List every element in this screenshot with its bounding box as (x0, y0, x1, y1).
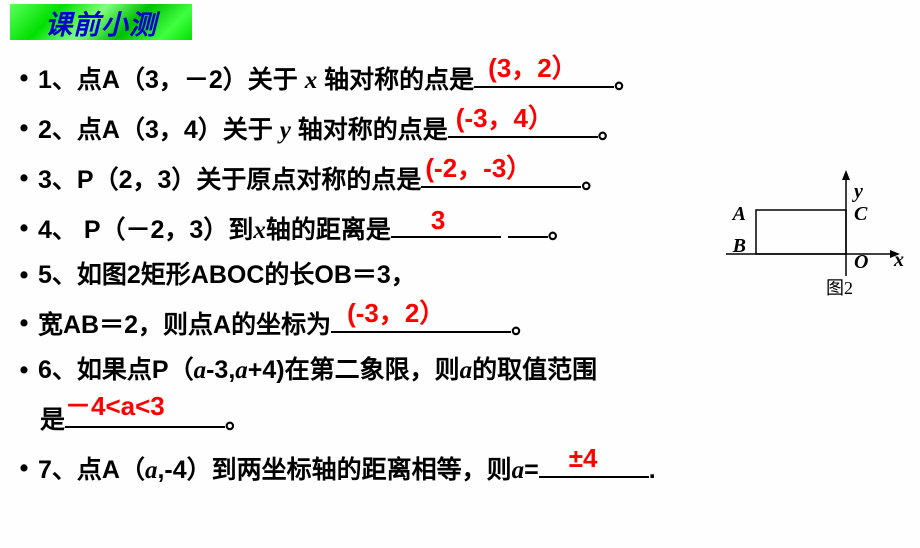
q5b-blank: (-3，2） (331, 303, 511, 333)
question-6b: 是－4<a<3。 (10, 398, 910, 438)
q4-var: x (253, 217, 266, 244)
q6a-post: 的取值范围 (472, 356, 597, 384)
q2-var: y (280, 117, 291, 144)
question-1: • 1、点A（3，－2）关于 x 轴对称的点是(3，2）。 (10, 58, 910, 98)
q4-tail: 。 (548, 216, 573, 244)
q2-period: 。 (598, 116, 623, 144)
q6a-var2: a (235, 357, 248, 384)
q5b-pre: 宽AB＝2，则点A的坐标为 (38, 311, 331, 339)
q1-text: 1、点A（3，－2）关于 x 轴对称的点是(3，2）。 (38, 58, 639, 98)
q5b-period: 。 (511, 311, 536, 339)
bullet-icon: • (10, 353, 38, 388)
q7-answer: ±4 (569, 440, 598, 476)
question-5b: • 宽AB＝2，则点A的坐标为(-3，2）。 (10, 303, 910, 343)
q1-var: x (305, 67, 318, 94)
page-title: 课前小测 (45, 3, 157, 42)
q7-post: = (524, 456, 539, 484)
q4-blank1: 3 (391, 208, 501, 238)
q7-var1: a (145, 457, 158, 484)
q6b-answer: －4<a<3 (65, 388, 165, 424)
question-2: • 2、点A（3，4）关于 y 轴对称的点是(-3，4）。 (10, 108, 910, 148)
q4-blank2 (508, 208, 548, 238)
q7-mid: ,-4）到两坐标轴的距离相等，则 (157, 456, 511, 484)
q1-blank: (3，2） (474, 58, 614, 88)
q6a-var1: a (194, 357, 207, 384)
q3-text: 3、P（2，3）关于原点对称的点是(-2，-3）。 (38, 158, 606, 198)
question-7: • 7、点A（a,-4）到两坐标轴的距离相等，则a=±4. (10, 448, 910, 488)
q6a-text: 6、如果点P（a-3,a+4)在第二象限，则a的取值范围 (38, 353, 597, 388)
q7-pre: 7、点A（ (38, 456, 145, 484)
q7-var2: a (512, 457, 525, 484)
question-6a: • 6、如果点P（a-3,a+4)在第二象限，则a的取值范围 (10, 353, 910, 388)
bullet-icon: • (10, 451, 38, 486)
q4-answer: 3 (431, 202, 445, 238)
q5a-text: 5、如图2矩形ABOC的长OB＝3， (38, 258, 416, 293)
q7-blank: ±4 (539, 448, 649, 478)
title-box: 课前小测 (10, 4, 192, 40)
q6b-period: 。 (225, 406, 250, 434)
point-C: C (854, 203, 868, 225)
q3-period: 。 (581, 166, 606, 194)
q2-pre: 2、点A（3，4）关于 (38, 116, 280, 144)
bullet-icon: • (10, 161, 38, 196)
figure-caption: 图2 (826, 278, 853, 298)
q6b-blank: －4<a<3 (65, 398, 225, 428)
q1-period: 。 (614, 66, 639, 94)
q1-pre: 1、点A（3，－2）关于 (38, 66, 305, 94)
point-B: B (732, 235, 746, 257)
q2-blank: (-3，4） (448, 108, 598, 138)
q1-answer: (3，2） (488, 50, 578, 86)
q6a-mid1: -3, (206, 356, 235, 384)
q2-post: 轴对称的点是 (291, 116, 448, 144)
q7-period: . (649, 456, 656, 484)
bullet-icon: • (10, 111, 38, 146)
q2-answer: (-3，4） (456, 100, 554, 136)
q6b-text: 是－4<a<3。 (40, 398, 250, 438)
bullet-icon: • (10, 211, 38, 246)
q3-pre: 3、P（2，3）关于原点对称的点是 (38, 166, 421, 194)
q4-post: 轴的距离是 (266, 216, 391, 244)
bullet-icon: • (10, 258, 38, 293)
q6a-pre: 6、如果点P（ (38, 356, 194, 384)
q6a-mid2: +4)在第二象限，则 (248, 356, 460, 384)
q5b-answer: (-3，2） (347, 295, 445, 331)
bullet-icon: • (10, 306, 38, 341)
q2-text: 2、点A（3，4）关于 y 轴对称的点是(-3，4）。 (38, 108, 623, 148)
q3-blank: (-2，-3） (421, 158, 581, 188)
q3-answer: (-2，-3） (425, 150, 532, 186)
q6a-var3: a (460, 357, 473, 384)
y-axis-label: y (852, 181, 863, 203)
q5b-text: 宽AB＝2，则点A的坐标为(-3，2）。 (38, 303, 536, 343)
point-A: A (731, 203, 746, 225)
x-axis-label: x (893, 249, 904, 271)
figure-2-diagram: y x A C B O 图2 (716, 166, 906, 306)
q4-pre: 4、 P（－2，3）到 (38, 216, 253, 244)
q1-post: 轴对称的点是 (317, 66, 474, 94)
q6b-pre: 是 (40, 406, 65, 434)
q4-text: 4、 P（－2，3）到x轴的距离是3 。 (38, 208, 573, 248)
bullet-icon: • (10, 61, 38, 96)
q7-text: 7、点A（a,-4）到两坐标轴的距离相等，则a=±4. (38, 448, 656, 488)
point-O: O (854, 251, 868, 273)
